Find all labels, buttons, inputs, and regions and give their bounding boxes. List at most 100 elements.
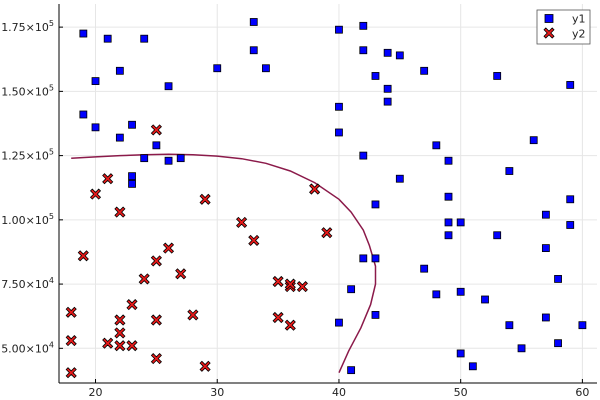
y-tick-label: 5.00×104 bbox=[1, 340, 54, 355]
data-point-y2 bbox=[65, 335, 77, 347]
data-point-y1 bbox=[128, 179, 136, 188]
x-tick-label: 30 bbox=[210, 386, 224, 399]
data-point-y1 bbox=[566, 221, 575, 229]
data-point-y2 bbox=[284, 278, 296, 290]
data-point-y1 bbox=[359, 46, 368, 55]
data-point-y2 bbox=[199, 360, 211, 372]
data-point-y1 bbox=[444, 156, 453, 165]
data-point-y1 bbox=[420, 66, 429, 75]
tick-labels: 20 30 40 50 60 5.00×104 7.50×104 1.00×105 1.25×1… bbox=[1, 19, 589, 399]
data-point-y1 bbox=[456, 218, 465, 227]
data-point-y1 bbox=[383, 84, 392, 93]
data-point-y2 bbox=[321, 227, 333, 239]
data-point-y1 bbox=[335, 128, 343, 137]
y-tick-label: 1.25×105 bbox=[1, 148, 54, 163]
data-point-y1 bbox=[115, 66, 124, 75]
data-point-y1 bbox=[420, 264, 429, 273]
data-point-y2 bbox=[89, 188, 102, 200]
legend-marker-y1 bbox=[544, 14, 554, 23]
data-point-y1 bbox=[140, 34, 149, 43]
data-point-y2 bbox=[65, 367, 77, 379]
series-y1 bbox=[79, 18, 587, 375]
data-point-y1 bbox=[371, 311, 380, 319]
data-point-y1 bbox=[371, 254, 380, 263]
data-point-y1 bbox=[432, 290, 441, 299]
data-point-y1 bbox=[152, 141, 161, 150]
data-point-y1 bbox=[468, 362, 477, 371]
data-point-y1 bbox=[432, 141, 441, 150]
data-point-y1 bbox=[262, 64, 270, 73]
data-point-y1 bbox=[176, 154, 185, 163]
data-point-y2 bbox=[296, 281, 308, 293]
data-point-y2 bbox=[199, 193, 211, 205]
data-point-y1 bbox=[115, 133, 124, 142]
data-point-y1 bbox=[554, 275, 562, 283]
series-y2 bbox=[65, 124, 333, 379]
data-point-y1 bbox=[359, 21, 368, 30]
data-point-y2 bbox=[150, 124, 162, 136]
data-point-y1 bbox=[541, 313, 550, 322]
data-point-y1 bbox=[213, 64, 222, 73]
data-point-y1 bbox=[347, 366, 356, 375]
data-point-y1 bbox=[249, 46, 258, 55]
data-point-y1 bbox=[359, 254, 368, 263]
data-point-y1 bbox=[395, 51, 404, 60]
data-point-y2 bbox=[102, 337, 114, 349]
data-point-y1 bbox=[140, 154, 149, 163]
data-point-y2 bbox=[248, 234, 260, 246]
data-point-y1 bbox=[91, 123, 100, 132]
data-point-y1 bbox=[103, 34, 112, 43]
data-point-y1 bbox=[347, 285, 356, 294]
data-point-y2 bbox=[272, 311, 284, 324]
data-point-y2 bbox=[309, 183, 321, 195]
data-point-y1 bbox=[128, 172, 136, 181]
data-point-y2 bbox=[114, 314, 126, 326]
x-tick-label: 50 bbox=[454, 386, 468, 399]
y-tick-label: 1.50×105 bbox=[1, 83, 54, 98]
data-point-y2 bbox=[150, 255, 162, 267]
data-point-y1 bbox=[505, 321, 514, 330]
data-point-y1 bbox=[481, 295, 489, 304]
data-point-y1 bbox=[335, 318, 343, 327]
data-point-y2 bbox=[65, 306, 77, 318]
data-point-y2 bbox=[175, 268, 187, 280]
data-point-y1 bbox=[444, 231, 453, 240]
data-point-y1 bbox=[371, 72, 380, 80]
x-tick-label: 60 bbox=[575, 386, 589, 399]
data-point-y1 bbox=[505, 167, 514, 175]
data-point-y1 bbox=[79, 29, 88, 38]
data-point-y1 bbox=[371, 200, 380, 209]
data-point-y1 bbox=[128, 120, 136, 129]
x-tick-label: 20 bbox=[89, 386, 103, 399]
legend-marker-y2 bbox=[543, 27, 555, 39]
legend: y1 y2 bbox=[536, 9, 591, 45]
data-point-y1 bbox=[444, 218, 453, 227]
data-point-y2 bbox=[138, 273, 150, 285]
data-point-y1 bbox=[395, 174, 404, 183]
axes bbox=[58, 4, 597, 384]
data-point-y2 bbox=[236, 216, 248, 228]
data-point-y1 bbox=[554, 339, 562, 348]
data-point-y1 bbox=[541, 244, 550, 253]
legend-label-y2: y2 bbox=[572, 28, 586, 41]
data-point-y2 bbox=[150, 353, 162, 365]
data-point-y1 bbox=[541, 210, 550, 219]
data-point-y1 bbox=[164, 82, 173, 91]
data-point-y2 bbox=[162, 242, 175, 254]
data-point-y1 bbox=[249, 18, 258, 26]
data-point-y1 bbox=[91, 77, 100, 85]
data-point-y2 bbox=[272, 275, 284, 288]
data-point-y1 bbox=[335, 25, 343, 34]
data-point-y1 bbox=[335, 102, 343, 111]
data-point-y1 bbox=[444, 192, 453, 201]
data-point-y1 bbox=[456, 287, 465, 296]
data-point-y1 bbox=[517, 344, 526, 353]
data-point-y2 bbox=[77, 250, 89, 262]
data-point-y2 bbox=[126, 299, 138, 311]
data-point-y1 bbox=[566, 195, 575, 204]
series-curve-path bbox=[71, 153, 377, 374]
data-point-y1 bbox=[566, 81, 575, 89]
data-point-y2 bbox=[126, 340, 138, 352]
data-point-y1 bbox=[164, 156, 173, 165]
